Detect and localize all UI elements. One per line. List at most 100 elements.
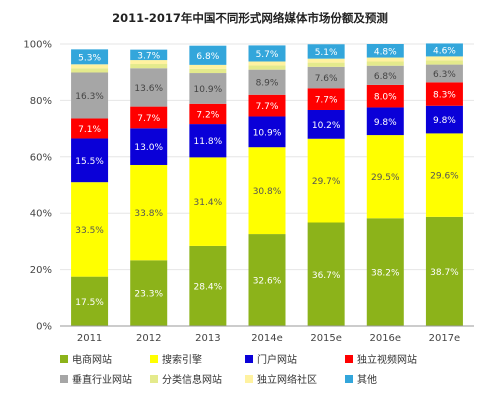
bar-segment [130, 164, 168, 261]
bar-segment [189, 73, 227, 104]
x-tick-label: 2016e [369, 333, 401, 344]
bar-segment [307, 58, 345, 63]
bar-data-label: 31.4% [194, 198, 223, 208]
bar-data-label: 33.5% [75, 226, 104, 236]
bar-data-label: 23.3% [134, 290, 163, 300]
bar-segment [248, 61, 286, 66]
y-tick-label: 80% [30, 96, 52, 107]
bar-data-label: 32.6% [253, 277, 282, 287]
legend-entry: 垂直行业网站 [72, 373, 132, 386]
bar-segment [248, 45, 286, 62]
x-axis: 2011 2012 2013 2014e 2015e 2016e 2017e [60, 325, 474, 344]
legend-swatch [60, 375, 68, 383]
bar-data-label: 9.8% [374, 118, 397, 128]
legend-swatch [150, 375, 158, 383]
bar-data-label: 6.3% [433, 70, 456, 80]
bar-data-label: 38.2% [371, 269, 400, 279]
y-tick-label: 40% [30, 209, 52, 220]
bar-data-label: 36.7% [312, 271, 341, 281]
bar-data-label: 7.7% [315, 96, 338, 106]
bar-data-label: 11.8% [194, 137, 223, 147]
legend-entry: 独立网络社区 [257, 373, 317, 386]
bar-data-label: 7.7% [256, 102, 279, 112]
bar-segment [425, 43, 463, 57]
bar-segment [71, 138, 109, 183]
legend-swatch [345, 375, 353, 383]
bar-data-label: 10.9% [194, 85, 223, 95]
bar-segment [189, 103, 227, 125]
bar-segment [366, 44, 404, 58]
bar-segment [366, 107, 404, 136]
bar-segment [130, 128, 168, 165]
bar-data-label: 29.5% [371, 173, 400, 183]
bar-segment [71, 68, 109, 73]
bar-segment [189, 124, 227, 158]
bar-segment [366, 135, 404, 219]
y-tick-label: 60% [30, 152, 52, 163]
bar-segment [248, 234, 286, 326]
bar-segment [307, 66, 345, 89]
x-tick-label: 2011 [77, 333, 102, 344]
bar-segment [71, 182, 109, 277]
bar-segment [307, 62, 345, 67]
bar-data-label: 7.1% [78, 125, 101, 135]
legend-entry: 独立视频网站 [357, 353, 417, 366]
bar-segment [130, 106, 168, 129]
bar-segment [189, 68, 227, 74]
x-tick-label: 2013 [195, 333, 220, 344]
y-tick-label: 20% [30, 265, 52, 276]
bar-segment [71, 64, 109, 69]
bar-data-label: 8.3% [433, 91, 456, 101]
bar-segment [248, 69, 286, 95]
legend-swatch [60, 355, 68, 363]
bar-segment [130, 68, 168, 107]
bar-segment [307, 44, 345, 59]
legend-swatch [345, 355, 353, 363]
bar-segment [425, 60, 463, 65]
bar-segment [189, 64, 227, 69]
x-tick-label: 2017e [429, 333, 461, 344]
y-axis: 0% 20% 40% 60% 80% 100% [23, 40, 52, 333]
bar-data-label: 13.0% [134, 143, 163, 153]
bar-data-label: 29.7% [312, 177, 341, 187]
bar-segment [71, 72, 109, 119]
bar-segment [189, 45, 227, 65]
bar-data-label: 7.7% [137, 114, 160, 124]
bar-segment [425, 105, 463, 134]
bar-segment [71, 276, 109, 326]
bar-segment [130, 260, 168, 326]
bar-segment [130, 64, 168, 69]
legend-swatch [150, 355, 158, 363]
x-tick-label: 2014e [251, 333, 283, 344]
bar-segment [366, 61, 404, 66]
legend-swatch [245, 375, 253, 383]
bar-segment [71, 49, 109, 65]
legend-entry: 搜索引擎 [162, 353, 202, 366]
bar-segment [366, 57, 404, 62]
legend-entry: 分类信息网站 [162, 373, 222, 386]
bar-data-label: 5.3% [78, 53, 101, 63]
legend-swatch [245, 355, 253, 363]
bar-segment [248, 147, 286, 235]
bar-data-label: 33.8% [134, 209, 163, 219]
bar-data-label: 4.8% [374, 47, 397, 57]
bar-segment [425, 133, 463, 217]
bar-data-label: 29.6% [430, 172, 459, 182]
bar-data-label: 30.8% [253, 187, 282, 197]
x-tick-label: 2015e [310, 333, 342, 344]
bar-segment [130, 60, 168, 65]
bar-segment [307, 88, 345, 110]
bar-segment [366, 84, 404, 108]
legend-entry: 电商网站 [72, 353, 112, 366]
y-tick-label: 100% [23, 40, 52, 51]
bar-segment [425, 216, 463, 326]
bar-segment [130, 49, 168, 61]
bar-segment [248, 116, 286, 148]
bar-data-label: 6.8% [196, 52, 219, 62]
bar-data-label: 13.6% [134, 84, 163, 94]
bar-data-label: 3.7% [137, 51, 160, 61]
bar-data-label: 10.2% [312, 121, 341, 131]
chart-bars: 17.5% 33.5% 15.5% 7.1% 16.3% 5.3% 23.3% 33.8% 13… [71, 43, 463, 326]
bar-segment [307, 222, 345, 326]
